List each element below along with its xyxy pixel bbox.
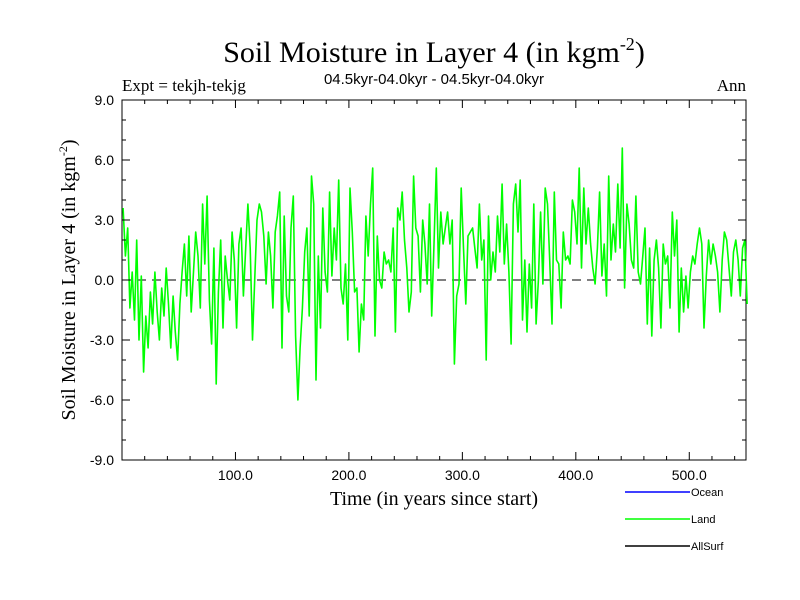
y-axis: -9.0 -6.0 -3.0 0.0 3.0 6.0 9.0 [90, 92, 746, 468]
series-line-land [122, 147, 748, 401]
x-tick-label: 400.0 [558, 467, 593, 483]
x-tick-label: 100.0 [218, 467, 253, 483]
y-tick-label: 6.0 [95, 152, 115, 168]
x-tick-label: 500.0 [672, 467, 707, 483]
chart-title: Soil Moisture in Layer 4 (in kgm-2) [223, 34, 645, 69]
legend-label-allsurf: AllSurf [691, 541, 724, 553]
y-tick-label: -6.0 [90, 392, 114, 408]
y-tick-label: -9.0 [90, 452, 114, 468]
y-tick-label: -3.0 [90, 332, 114, 348]
x-axis-title: Time (in years since start) [330, 488, 538, 510]
y-tick-label: 0.0 [95, 272, 115, 288]
x-tick-label: 200.0 [331, 467, 366, 483]
subtitle-right: Ann [717, 76, 747, 95]
legend: Ocean Land AllSurf [625, 487, 724, 553]
legend-label-ocean: Ocean [691, 487, 723, 499]
y-tick-label: 3.0 [95, 212, 115, 228]
y-tick-label: 9.0 [95, 92, 115, 108]
legend-label-land: Land [691, 514, 715, 526]
subtitle-left: Expt = tekjh-tekjg [122, 76, 246, 95]
series-layer [122, 147, 748, 401]
subtitle-center: 04.5kyr-04.0kyr - 04.5kyr-04.0kyr [324, 71, 544, 88]
y-axis-title: Soil Moisture in Layer 4 (in kgm-2) [56, 139, 80, 420]
x-tick-label: 300.0 [445, 467, 480, 483]
x-axis: 100.0 200.0 300.0 400.0 500.0 [144, 100, 736, 483]
